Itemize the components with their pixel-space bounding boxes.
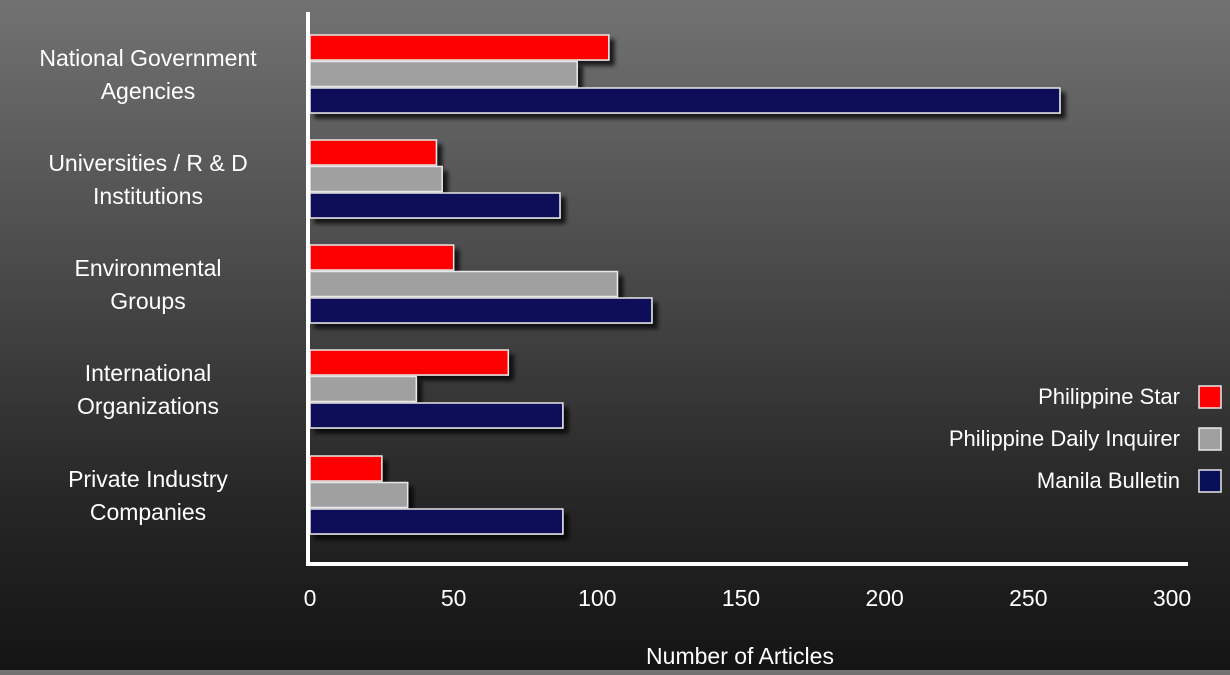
legend-label-1: Philippine Star (1038, 384, 1180, 409)
x-axis-label: Number of Articles (646, 643, 834, 669)
legend-swatch-1 (1198, 385, 1222, 409)
legend-label-2: Philippine Daily Inquirer (949, 426, 1180, 451)
bar-1-2 (309, 139, 438, 166)
bar-1-4 (309, 349, 510, 376)
bar-3-5 (309, 508, 564, 535)
bar-2-5 (309, 481, 409, 509)
category-label-4: International Organizations (77, 360, 219, 419)
bar-3-4 (309, 402, 564, 429)
legend-label-3: Manila Bulletin (1037, 468, 1180, 493)
category-label-2: Universities / R & D Institutions (48, 150, 247, 209)
bar-1-3 (309, 244, 455, 271)
bar-2-4 (309, 375, 418, 403)
x-tick-0: 0 (304, 585, 317, 611)
bars-group (309, 34, 1061, 535)
bar-2-2 (309, 165, 443, 193)
x-tick-200: 200 (865, 585, 903, 611)
bar-3-1 (309, 87, 1061, 114)
bar-3-2 (309, 192, 561, 219)
x-tick-300: 300 (1153, 585, 1191, 611)
x-tick-100: 100 (578, 585, 616, 611)
category-label-5: Private Industry Companies (68, 466, 228, 525)
bar-1-1 (309, 34, 610, 61)
bar-2-1 (309, 60, 578, 88)
x-tick-50: 50 (441, 585, 467, 611)
x-tick-150: 150 (722, 585, 760, 611)
x-tick-250: 250 (1009, 585, 1047, 611)
category-label-1: National Government Agencies (39, 45, 257, 104)
x-tick-labels: 0 50 100 150 200 250 300 (304, 585, 1192, 611)
category-labels: National Government Agencies Universities … (39, 45, 257, 525)
legend-swatch-3 (1198, 469, 1222, 493)
legend: Philippine Star Philippine Daily Inquirer… (949, 384, 1222, 493)
category-label-3: Environmental Groups (74, 255, 221, 314)
bar-2-3 (309, 270, 619, 298)
bar-1-5 (309, 455, 383, 482)
bar-3-3 (309, 297, 653, 324)
axes-group (306, 12, 1188, 566)
legend-swatch-2 (1198, 427, 1222, 451)
